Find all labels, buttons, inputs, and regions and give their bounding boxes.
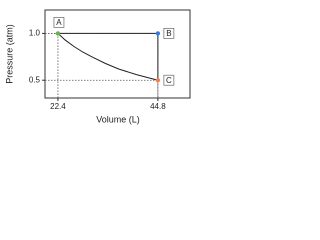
point-label: C [166,76,172,85]
series-line [57,32,159,81]
series-line [57,33,159,81]
page: {"chart_data": {"type": "line", "x_label… [0,0,200,131]
x-axis-label: Volume (L) [96,114,140,124]
point [155,78,161,83]
point [155,31,161,36]
x-tick-label: 22.4 [50,102,66,111]
point-label: A [56,18,62,27]
y-tick-label: 1.0 [29,29,41,38]
point-label: B [166,29,171,38]
point-label-box [163,74,175,86]
chart: Volume (L) Pressure (atm) 22.4 44.8 0.5 1.0… [4,9,191,124]
point-label-box [163,28,175,39]
x-tick-label: 44.8 [150,102,166,111]
y-tick-label: 0.5 [29,75,41,84]
y-axis-label: Pressure (atm) [4,24,14,84]
point [55,31,61,36]
plot-frame [44,9,191,99]
point-label-box [53,17,65,28]
